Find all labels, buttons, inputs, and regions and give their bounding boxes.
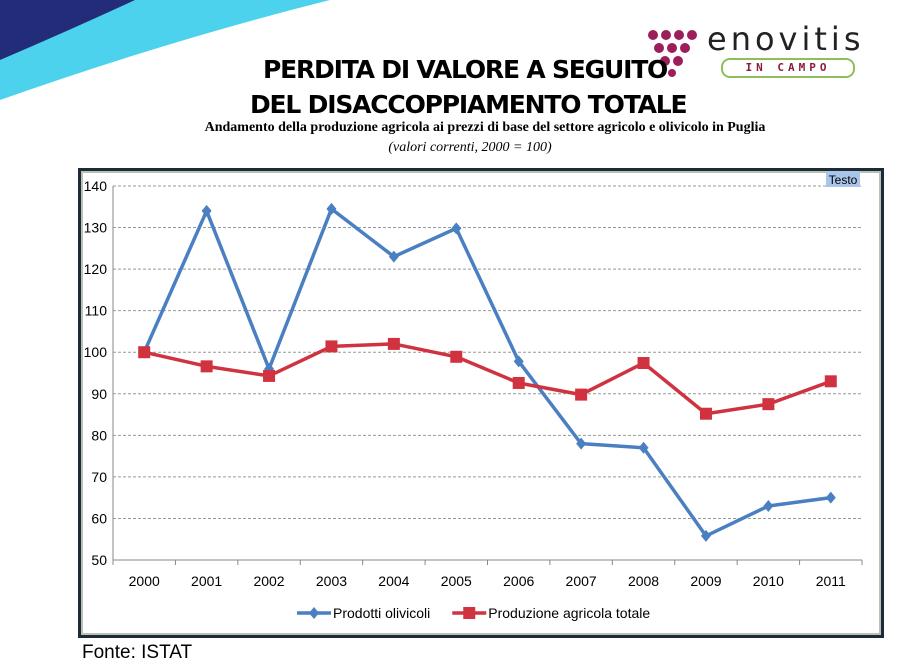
data-point-square <box>200 360 213 373</box>
enovitis-logo: enovitis IN CAMPO <box>645 20 875 82</box>
grape-icon <box>648 30 697 77</box>
data-point-square <box>575 388 588 401</box>
x-tick-label: 2010 <box>753 573 784 589</box>
data-point-diamond <box>576 437 587 450</box>
x-tick-label: 2011 <box>816 573 846 589</box>
y-tick-label: 80 <box>91 427 107 443</box>
y-tick-label: 90 <box>91 386 107 402</box>
chart-subtitle: (valori correnti, 2000 = 100) <box>388 140 552 155</box>
series-line-1 <box>143 342 832 416</box>
x-tick-label: 2004 <box>378 573 409 589</box>
annotation-text: Testo <box>829 173 858 187</box>
y-tick-label: 130 <box>84 220 108 236</box>
data-point-square <box>450 350 463 363</box>
data-point-square <box>824 375 837 388</box>
data-point-square <box>762 398 775 411</box>
data-point-square <box>138 346 151 359</box>
data-point-square <box>387 337 400 350</box>
y-tick-label: 140 <box>84 178 108 194</box>
chart-title: Andamento della produzione agricola ai p… <box>204 120 766 135</box>
data-point-square <box>699 407 712 420</box>
data-point-square <box>263 369 276 382</box>
legend-marker-diamond <box>309 607 319 619</box>
data-point-diamond <box>388 250 399 263</box>
y-tick-label: 70 <box>91 469 107 485</box>
x-tick-label: 2006 <box>503 573 534 589</box>
data-point-diamond <box>825 491 836 504</box>
y-tick-label: 110 <box>85 303 108 319</box>
data-point-square <box>512 376 525 389</box>
source-note: Fonte: ISTAT <box>82 642 193 663</box>
data-point-diamond <box>700 529 711 542</box>
series-line-0 <box>142 207 832 538</box>
y-tick-label: 120 <box>84 261 108 277</box>
x-tick-label: 2008 <box>628 573 659 589</box>
y-tick-label: 60 <box>91 510 107 526</box>
x-tick-label: 2007 <box>566 573 597 589</box>
data-point-diamond <box>451 222 462 235</box>
x-tick-label: 2001 <box>191 573 222 589</box>
x-tick-label: 2000 <box>129 573 160 589</box>
logo-tagline: IN CAMPO <box>721 58 855 78</box>
annotation-highlight <box>826 171 860 187</box>
data-point-diamond <box>638 441 649 454</box>
y-tick-label: 100 <box>84 344 108 360</box>
data-point-square <box>637 357 650 370</box>
data-point-diamond <box>763 499 774 512</box>
legend-marker-square <box>463 607 476 619</box>
data-point-diamond <box>201 204 212 217</box>
logo-name: enovitis <box>707 20 865 58</box>
x-tick-label: 2002 <box>253 573 284 589</box>
data-point-diamond <box>513 355 524 368</box>
legend-label: Produzione agricola totale <box>488 605 650 621</box>
x-tick-label: 2005 <box>441 573 472 589</box>
x-tick-label: 2009 <box>690 573 721 589</box>
x-tick-label: 2003 <box>316 573 347 589</box>
data-point-diamond <box>326 202 337 215</box>
data-point-square <box>325 340 338 353</box>
legend-label: Prodotti olivicoli <box>333 605 430 621</box>
page-title-line1: PERDITA DI VALORE A SEGUITO <box>263 55 668 84</box>
page-title-line2: DEL DISACCOPPIAMENTO TOTALE <box>250 90 688 119</box>
y-tick-label: 50 <box>91 552 107 568</box>
